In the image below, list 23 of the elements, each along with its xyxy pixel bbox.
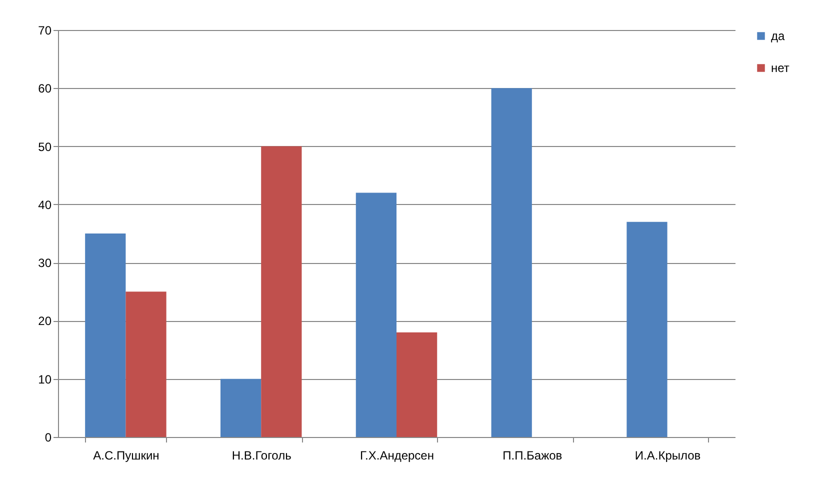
legend-label: да — [771, 29, 785, 43]
y-tick-label: 40 — [38, 198, 52, 212]
x-tick-label: И.А.Крылов — [634, 448, 701, 462]
y-tick-label: 70 — [38, 24, 52, 38]
x-tick-label: Н.В.Гоголь — [232, 448, 292, 462]
y-tick-label: 30 — [38, 256, 52, 270]
y-tick-label: 10 — [38, 372, 52, 386]
bar — [126, 292, 166, 437]
bar — [261, 146, 302, 437]
bar — [626, 222, 668, 437]
y-tick-label: 0 — [44, 430, 52, 444]
y-tick-label: 20 — [38, 314, 52, 328]
legend-label: нет — [771, 61, 790, 75]
bar — [85, 234, 126, 437]
y-tick-label: 50 — [38, 140, 52, 154]
bar — [220, 378, 262, 437]
x-tick-label: П.П.Бажов — [502, 448, 562, 462]
bar — [491, 88, 532, 437]
y-tick-label: 60 — [38, 82, 52, 96]
bar — [356, 192, 396, 437]
bar — [396, 332, 438, 437]
x-tick-label: А.С.Пушкин — [93, 448, 160, 462]
x-tick-label: Г.Х.Андерсен — [360, 448, 434, 462]
